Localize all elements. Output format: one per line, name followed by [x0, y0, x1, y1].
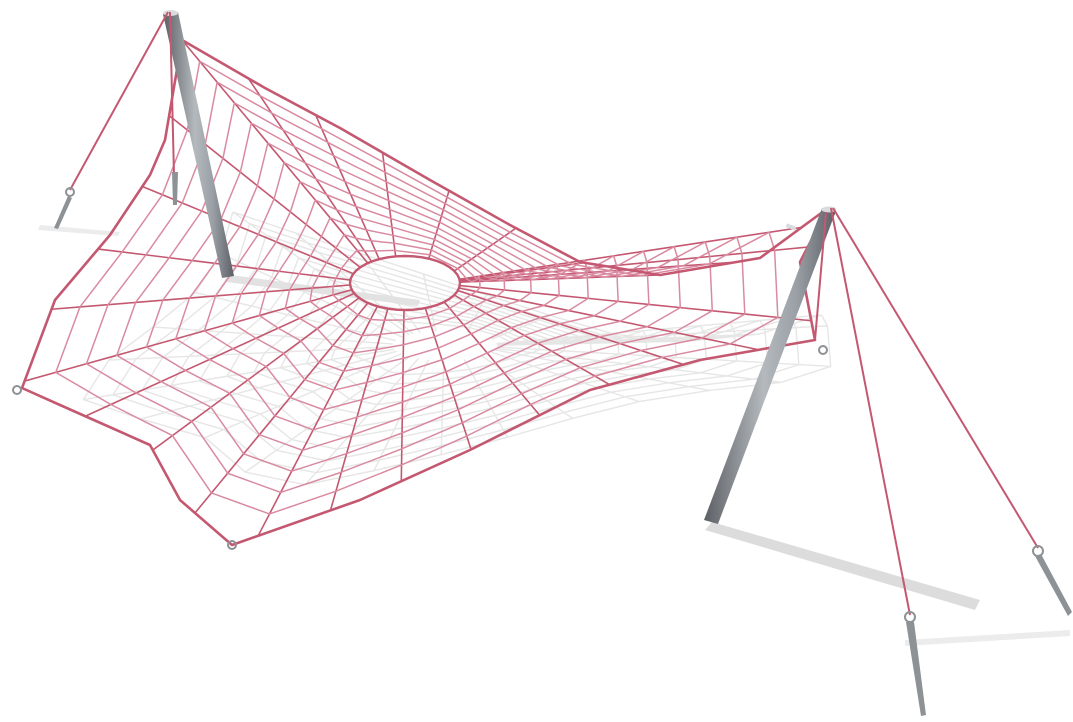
- ground-anchors: [12, 172, 1072, 716]
- pole-shadows: [38, 225, 1070, 646]
- net-rings: [55, 60, 779, 515]
- net-center-ring: [348, 254, 462, 312]
- ground-shadow: [82, 211, 832, 486]
- net-shadow: [82, 211, 832, 486]
- anchor-right-back: [1032, 545, 1072, 616]
- anchor-right-front: [904, 611, 926, 716]
- anchor-left-top: [54, 187, 75, 229]
- anchor-net-right: [818, 345, 828, 355]
- spider-web-net: [20, 38, 830, 547]
- anchor-left-inner: [172, 172, 178, 205]
- net-border-rope: [20, 38, 830, 547]
- right-pole: [704, 206, 837, 524]
- anchor-net-left: [12, 385, 22, 395]
- guy-ropes: [69, 11, 1039, 616]
- anchor-net-bottom: [227, 540, 237, 550]
